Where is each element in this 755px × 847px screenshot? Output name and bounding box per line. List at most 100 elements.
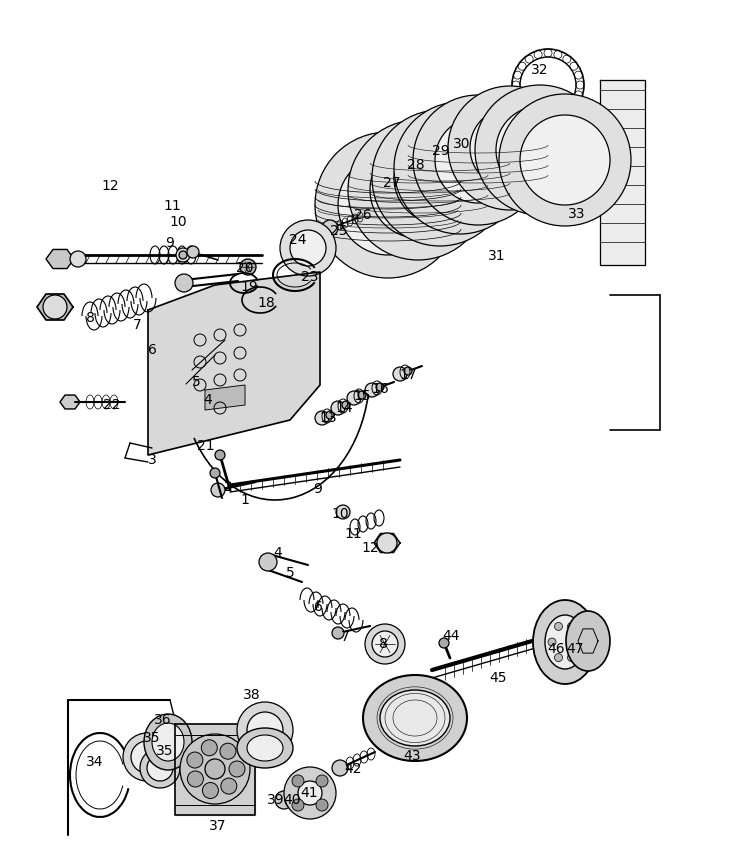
Text: 45: 45 [489,671,507,685]
Text: 25: 25 [330,224,348,238]
Text: 30: 30 [453,137,471,151]
Text: 7: 7 [341,630,350,644]
Circle shape [332,627,344,639]
Text: 2: 2 [223,480,233,494]
Circle shape [475,85,605,215]
Circle shape [292,799,304,811]
Circle shape [179,251,187,259]
Ellipse shape [144,714,192,770]
Ellipse shape [237,728,293,768]
Text: 18: 18 [257,296,275,310]
Circle shape [202,783,218,799]
Text: 38: 38 [243,688,260,702]
Ellipse shape [533,600,597,684]
Text: 8: 8 [85,311,94,325]
Circle shape [377,533,397,553]
Circle shape [315,132,461,278]
Text: 6: 6 [313,600,322,614]
Circle shape [290,230,326,266]
Text: 1: 1 [241,493,249,507]
Circle shape [298,781,322,805]
Ellipse shape [247,735,283,761]
Text: 44: 44 [442,629,460,643]
Ellipse shape [152,723,184,761]
Circle shape [342,401,350,409]
Text: 47: 47 [566,642,584,656]
Circle shape [347,391,361,405]
Text: 10: 10 [331,507,349,521]
Text: 34: 34 [86,755,103,769]
Circle shape [140,748,180,788]
Polygon shape [175,724,255,815]
Circle shape [316,799,328,811]
Polygon shape [60,395,80,409]
Text: 14: 14 [335,401,353,415]
Text: 32: 32 [532,63,549,77]
Circle shape [211,483,225,497]
Ellipse shape [363,675,467,761]
Circle shape [240,259,256,275]
Text: 12: 12 [361,541,379,555]
Circle shape [147,755,173,781]
Text: 35: 35 [143,731,161,745]
Ellipse shape [545,615,585,669]
Circle shape [393,367,407,381]
Circle shape [285,792,301,808]
Circle shape [336,505,350,519]
Circle shape [316,775,328,787]
Circle shape [470,108,550,188]
Text: 22: 22 [103,398,121,412]
Circle shape [348,120,488,260]
Circle shape [568,623,575,630]
Text: 20: 20 [236,261,254,275]
Circle shape [237,702,293,758]
Circle shape [370,142,466,238]
Text: 23: 23 [301,270,319,284]
Circle shape [123,733,171,781]
Circle shape [332,760,348,776]
Circle shape [187,771,203,787]
Text: 5: 5 [192,375,200,389]
Text: 40: 40 [283,793,300,807]
Text: 7: 7 [133,318,141,332]
Text: 46: 46 [547,642,565,656]
Circle shape [413,95,543,225]
Text: 9: 9 [313,482,322,496]
Circle shape [131,741,163,773]
Circle shape [180,734,250,804]
Text: 43: 43 [403,749,421,763]
Circle shape [322,220,338,236]
Circle shape [175,274,193,292]
Circle shape [372,631,398,657]
Polygon shape [600,80,645,265]
Text: 29: 29 [432,144,450,158]
Circle shape [554,654,562,662]
Circle shape [496,106,584,194]
Circle shape [187,752,203,768]
Text: 13: 13 [319,411,337,425]
Circle shape [574,638,582,646]
Circle shape [394,132,486,224]
Text: 10: 10 [169,215,186,229]
Polygon shape [205,385,245,410]
Circle shape [435,117,521,203]
Text: 9: 9 [165,236,174,250]
Circle shape [205,759,225,779]
Text: 4: 4 [273,546,282,560]
Text: 27: 27 [384,176,401,190]
Text: 37: 37 [209,819,226,833]
Circle shape [448,86,572,210]
Text: 36: 36 [154,713,172,727]
Circle shape [376,383,384,391]
Circle shape [326,411,334,419]
Circle shape [520,115,610,205]
Circle shape [275,791,293,809]
Circle shape [365,624,405,664]
Text: 31: 31 [488,249,506,263]
Circle shape [372,110,508,246]
Text: 39: 39 [267,793,285,807]
Circle shape [365,383,379,397]
Text: 41: 41 [300,786,318,800]
Text: 16: 16 [371,382,389,396]
Circle shape [221,778,237,794]
